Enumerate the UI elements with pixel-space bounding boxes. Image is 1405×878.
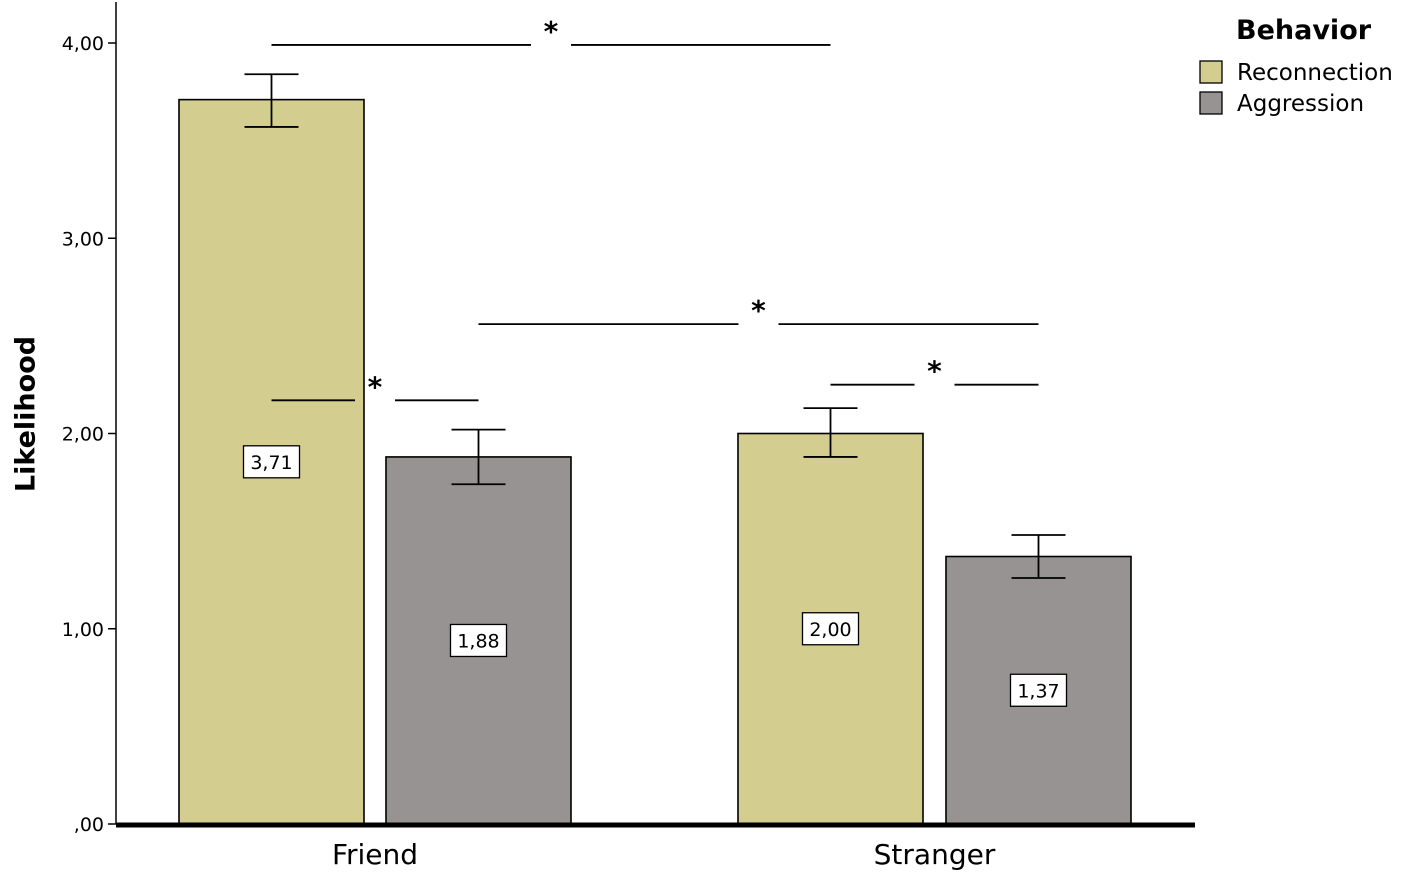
y-tick-label: 4,00 <box>62 33 104 55</box>
significance-star: * <box>368 370 383 403</box>
data-label: 3,71 <box>250 452 292 474</box>
y-axis: ,00 1,00 2,00 3,00 4,00 <box>62 2 117 836</box>
y-axis-label: Likelihood <box>11 336 42 492</box>
legend-label-aggression: Aggression <box>1237 91 1364 117</box>
legend-swatch-aggression <box>1199 91 1223 115</box>
x-axis: Friend Stranger <box>116 822 1195 871</box>
data-label: 1,37 <box>1017 680 1059 702</box>
data-label: 2,00 <box>809 619 851 641</box>
legend-title: Behavior <box>1236 15 1372 46</box>
y-tick-label: 2,00 <box>62 424 104 446</box>
legend: Behavior Reconnection Aggression <box>1199 15 1393 117</box>
significance-star: * <box>544 15 559 48</box>
x-tick-label-friend: Friend <box>332 838 418 871</box>
significance-star: * <box>751 294 766 327</box>
data-label-box <box>801 612 860 646</box>
y-tick-label: ,00 <box>74 814 104 836</box>
error-bars <box>244 73 1066 579</box>
data-label-box <box>1009 673 1068 707</box>
legend-swatch-reconnection <box>1199 60 1223 84</box>
significance-brackets: * * * * <box>271 15 1039 403</box>
data-label-box <box>449 623 508 658</box>
y-tick-label: 3,00 <box>62 228 104 250</box>
x-tick-label-stranger: Stranger <box>874 838 996 871</box>
data-label-box <box>242 445 301 479</box>
bars: 3,71 2,00 1,88 1,37 <box>178 98 1132 825</box>
y-tick-label: 1,00 <box>62 619 104 641</box>
data-label: 1,88 <box>457 630 499 652</box>
significance-star: * <box>927 355 942 388</box>
legend-label-reconnection: Reconnection <box>1237 60 1393 86</box>
